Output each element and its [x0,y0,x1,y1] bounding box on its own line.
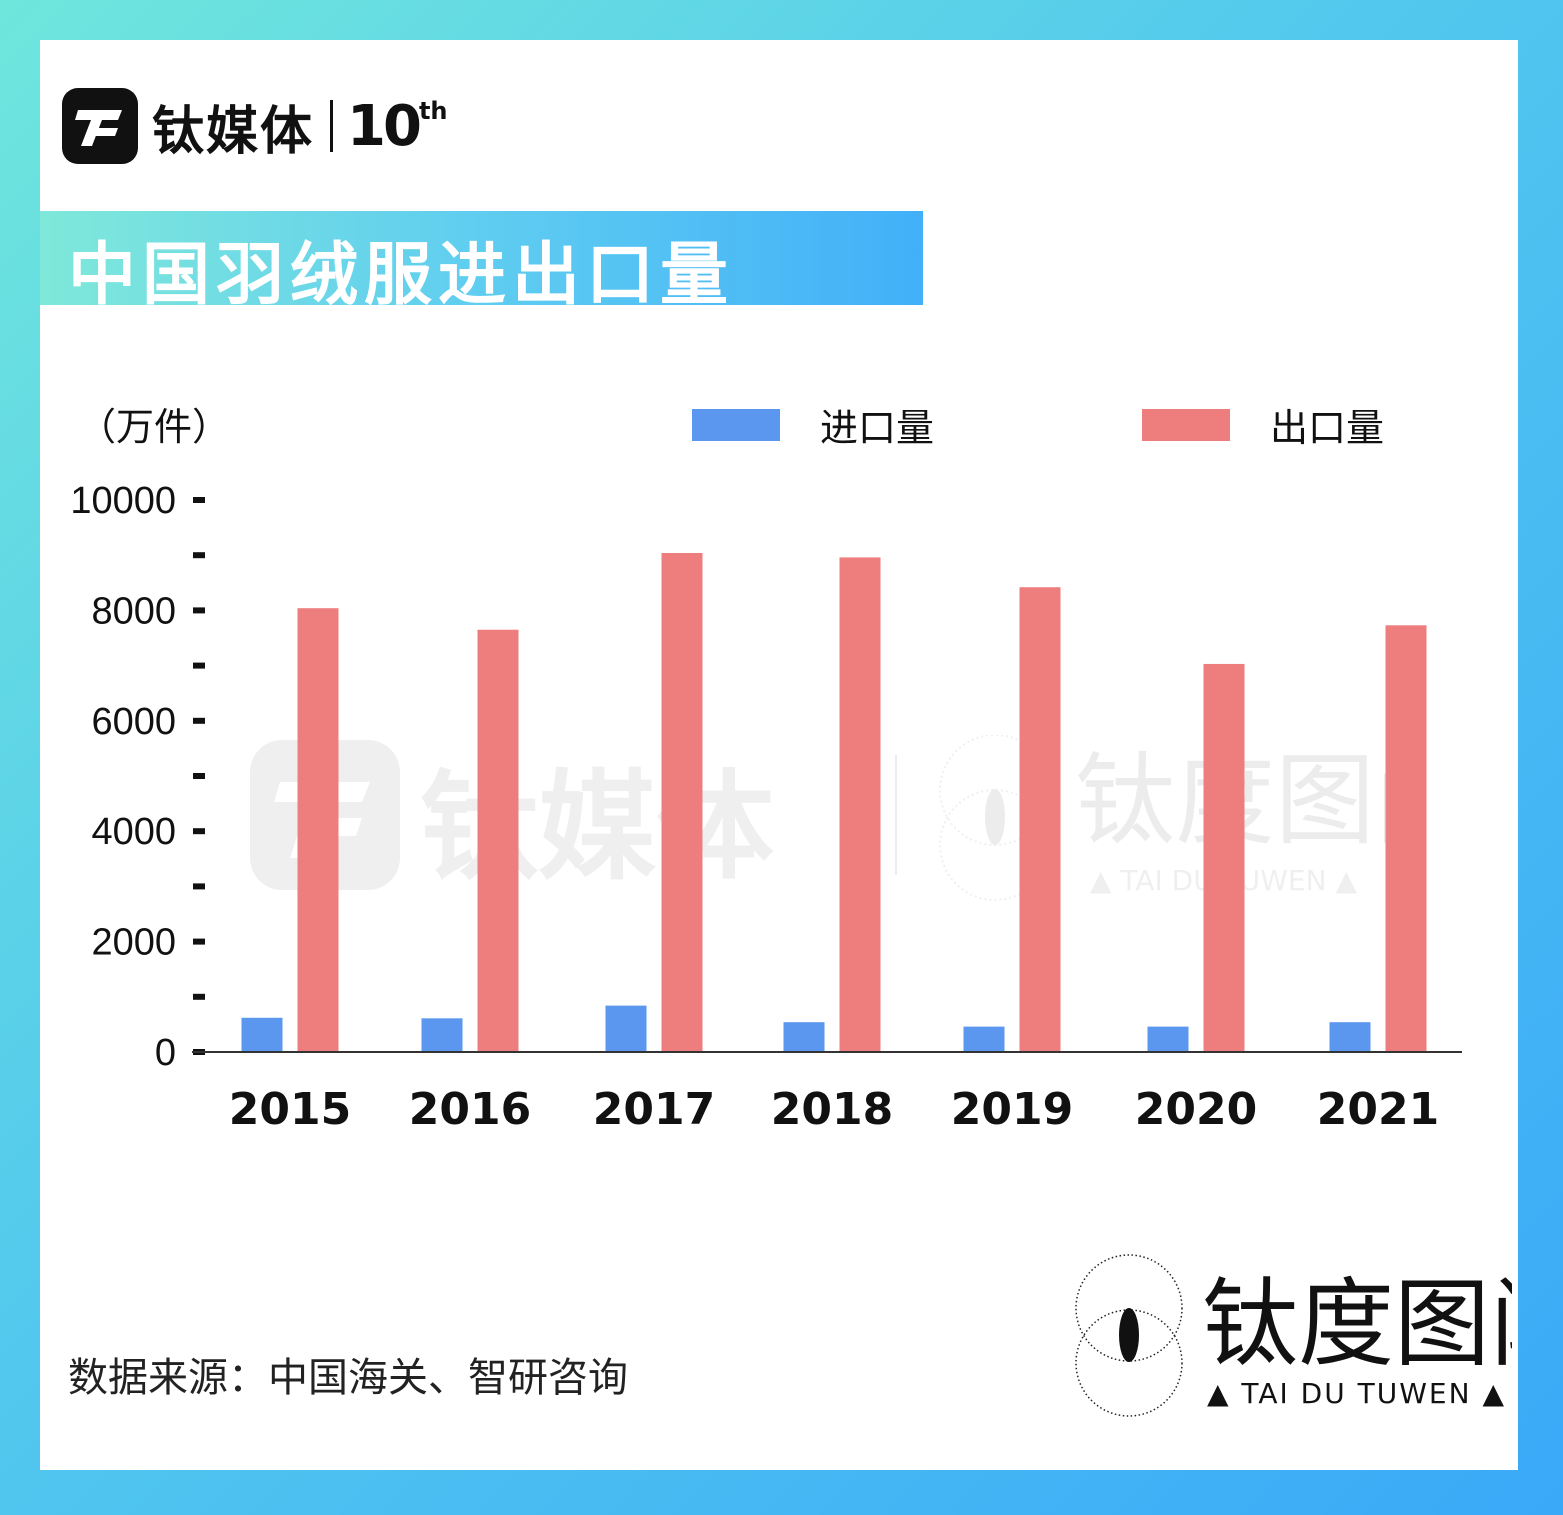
y-tick-mark [193,662,205,669]
legend-swatch-1 [692,409,780,441]
legend-label-1: 进口量 [820,406,934,450]
y-axis: 0 2000 4000 6000 8000 10000 [70,480,205,1074]
chart-legend: 进口量 出口量 [692,406,1384,450]
y-tick-mark [193,773,205,779]
y-tick-mark [193,883,205,890]
x-tick-label: 2020 [1135,1084,1257,1135]
taidu-tuwen-logo: 钛度图闻 ▲ TAI DU TUWEN ▲ [1072,1253,1518,1422]
x-tick-label: 2021 [1317,1084,1439,1135]
x-tick-label: 2017 [593,1084,715,1135]
y-tick-mark [193,993,205,1000]
legend-label-2: 出口量 [1270,406,1384,450]
brand-header: 钛媒体 10th [62,88,448,164]
x-tick-label: 2019 [951,1084,1073,1135]
y-tick-mark [193,938,205,945]
export-bar-2016 [477,629,519,1052]
logo-circle-top [1075,1254,1183,1362]
y-tick-label: 6000 [91,701,176,743]
brand-name: 钛媒体 [152,101,315,162]
data-source-note: 数据来源：中国海关、智研咨询 [68,1355,628,1401]
legend-swatch-2 [1142,409,1230,441]
y-tick-label: 10000 [70,480,176,522]
logo-name: 钛度图闻 [1202,1268,1512,1380]
anniversary-suffix: th [418,96,448,125]
eye-icon [1119,1308,1139,1362]
import-bar-2019 [963,1026,1005,1052]
y-tick-label: 0 [155,1032,176,1074]
export-bar-2019 [1019,587,1061,1052]
export-bar-2017 [661,552,703,1052]
export-bar-2020 [1203,663,1245,1052]
export-bar-2018 [839,557,881,1052]
x-tick-label: 2018 [771,1084,893,1135]
import-bar-2018 [783,1022,825,1052]
chart-card: 钛媒体 10th 中国羽绒服进出口量 钛媒体 钛度图闻 ▲ TAI DU TUW… [40,40,1518,1470]
import-bar-2017 [605,1005,647,1052]
y-tick-mark [193,497,205,503]
brand-logo-icon [62,88,138,164]
import-bar-2021 [1329,1022,1371,1052]
import-bar-2016 [421,1018,463,1052]
brand-divider [330,100,334,152]
y-tick-label: 2000 [91,922,176,964]
x-tick-label: 2016 [409,1084,531,1135]
export-bar-2021 [1385,625,1427,1052]
import-bar-2020 [1147,1026,1189,1052]
brand-anniversary: 10th [347,94,448,159]
y-tick-mark [193,828,205,835]
y-tick-mark [193,607,205,614]
y-tick-mark [193,717,205,724]
y-axis-unit-label: （万件） [78,405,230,449]
y-tick-label: 4000 [91,811,176,853]
anniversary-number: 10 [347,93,422,159]
import-bar-2015 [241,1017,283,1052]
x-axis: 2015 2016 2017 2018 2019 2020 2021 [229,1084,1439,1135]
x-tick-label: 2015 [229,1084,351,1135]
export-bar-2015 [297,608,339,1052]
bars-group [241,552,1427,1052]
y-tick-mark [193,552,205,559]
logo-tagline: ▲ TAI DU TUWEN ▲ [1207,1377,1506,1410]
y-tick-label: 8000 [91,590,176,632]
chart-title: 中国羽绒服进出口量 [68,236,735,315]
title-banner: 中国羽绒服进出口量 [40,211,923,315]
